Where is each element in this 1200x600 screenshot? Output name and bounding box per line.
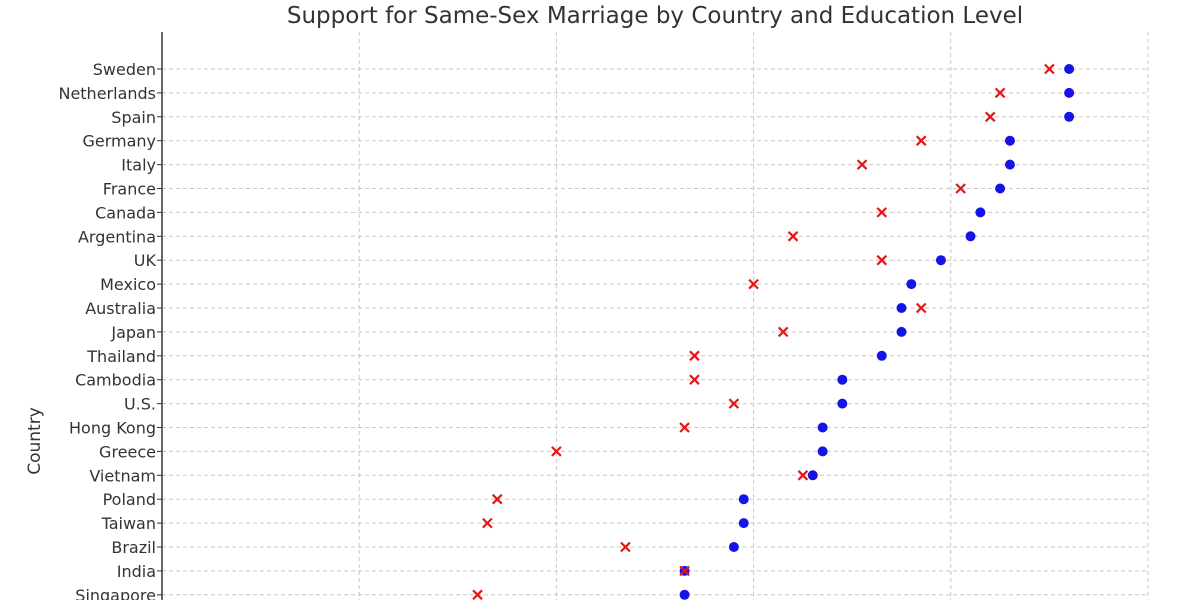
point-x	[984, 111, 996, 123]
y-tick-label: Sweden	[93, 60, 156, 79]
point-x	[689, 374, 700, 385]
y-tick-label: Netherlands	[58, 84, 156, 103]
point-circle	[906, 279, 917, 290]
y-axis-ticks: Sweden Netherlands Spain Germany Italy France…	[58, 60, 162, 600]
point-circle	[1004, 135, 1015, 146]
point-x	[482, 517, 493, 529]
point-circle	[817, 422, 828, 433]
y-tick-label: Canada	[95, 203, 156, 222]
point-x	[748, 278, 759, 290]
point-x	[777, 326, 789, 338]
data-points	[472, 63, 1075, 600]
y-tick-label: Greece	[99, 442, 156, 461]
point-circle	[896, 303, 907, 313]
point-circle	[975, 207, 986, 218]
y-tick-label: Thailand	[86, 347, 156, 366]
y-tick-label: Germany	[82, 132, 156, 151]
point-circle	[1064, 111, 1075, 122]
y-tick-label: Cambodia	[75, 371, 156, 390]
point-circle	[1064, 64, 1075, 74]
point-circle	[1004, 159, 1015, 170]
point-x	[679, 422, 690, 433]
point-x	[728, 398, 740, 409]
point-x	[994, 87, 1006, 99]
chart-title: Support for Same-Sex Marriage by Country…	[287, 3, 1023, 29]
point-x	[915, 135, 927, 146]
point-x	[1044, 63, 1055, 75]
point-circle	[876, 350, 887, 361]
point-x	[876, 207, 888, 218]
point-x	[787, 231, 799, 242]
y-tick-label: Taiwan	[101, 514, 156, 533]
point-circle	[837, 374, 848, 385]
y-tick-label: Italy	[121, 156, 156, 175]
point-x	[797, 470, 809, 481]
point-x	[876, 254, 888, 266]
y-tick-label: UK	[134, 251, 157, 270]
y-tick-label: France	[103, 180, 156, 199]
point-circle	[738, 518, 749, 529]
y-tick-label: Poland	[103, 490, 156, 509]
point-circle	[679, 589, 690, 600]
point-x	[955, 183, 966, 194]
y-tick-label: Spain	[111, 108, 156, 127]
point-x	[856, 159, 868, 170]
point-circle	[896, 326, 907, 337]
y-tick-label: Hong Kong	[69, 419, 156, 438]
point-circle	[837, 398, 848, 409]
point-x	[472, 589, 483, 600]
point-circle	[1064, 87, 1075, 98]
point-circle	[935, 255, 946, 266]
y-tick-label: Singapore	[75, 586, 156, 600]
point-x	[915, 302, 927, 314]
y-tick-label: U.S.	[124, 395, 156, 414]
y-tick-label: Japan	[110, 323, 156, 342]
point-circle	[965, 231, 976, 242]
y-tick-label: India	[117, 562, 156, 581]
point-x	[679, 565, 690, 577]
point-circle	[807, 470, 818, 481]
point-x	[689, 350, 700, 362]
gridlines	[162, 32, 1149, 600]
point-circle	[817, 446, 828, 457]
point-x	[551, 446, 562, 457]
y-tick-label: Argentina	[78, 227, 156, 246]
point-x	[491, 493, 503, 505]
point-x	[620, 541, 631, 553]
point-circle	[995, 183, 1006, 194]
y-tick-label: Brazil	[111, 538, 156, 557]
point-circle	[728, 542, 739, 552]
y-tick-label: Vietnam	[89, 466, 156, 485]
point-circle	[738, 494, 749, 505]
y-tick-label: Mexico	[100, 275, 156, 294]
y-axis-label: Country	[25, 407, 45, 475]
y-tick-label: Australia	[85, 299, 156, 318]
